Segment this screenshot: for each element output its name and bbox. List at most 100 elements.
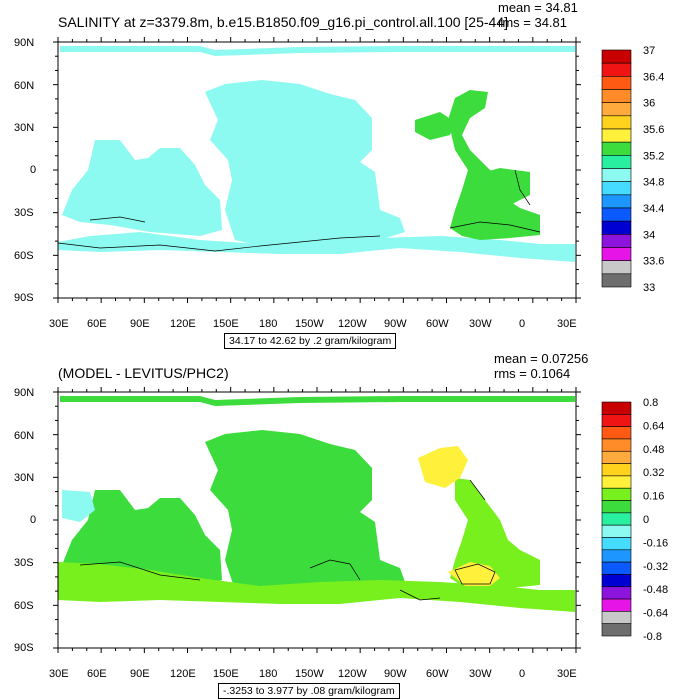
panel1-legend-swatch xyxy=(601,273,632,288)
panel2-arctic-strip xyxy=(60,396,575,406)
panel2-legend-swatch xyxy=(601,549,632,563)
panel2-contour-line xyxy=(454,563,496,585)
panel2-contour-line xyxy=(469,479,486,501)
panel1-legend-label: 34.4 xyxy=(643,203,664,215)
panel2-atlantic-yellow-north xyxy=(418,446,468,488)
panel1-legend-label: 35.2 xyxy=(643,150,664,162)
panel2-legend-label: 0.8 xyxy=(643,397,658,409)
panel1-lat-label-90n: 90N xyxy=(14,37,35,49)
panel1-legend-label: 33 xyxy=(643,282,655,294)
panel2-lat-label-30n: 30N xyxy=(14,472,35,484)
panel2-lon-label: 120E xyxy=(170,668,196,680)
panel2-legend-swatch xyxy=(601,561,632,575)
panel2-ocean-field xyxy=(58,396,575,612)
panel2-lon-label: 150W xyxy=(295,668,324,680)
panel2-lat-label-0: 0 xyxy=(30,514,37,526)
panel1-mean: mean = 34.81 xyxy=(498,0,578,15)
panel2-contour-line xyxy=(309,559,361,581)
panel2-legend-swatch xyxy=(601,512,632,526)
panel2-indian-region xyxy=(62,490,222,586)
panel1-legend-label: 36.4 xyxy=(643,71,664,83)
panel1-legend-swatch xyxy=(601,115,632,130)
panel2-lat-label-90n: 90N xyxy=(14,387,35,399)
panel2-lon-label: 60E xyxy=(87,668,107,680)
panel2-rms: rms = 0.1064 xyxy=(494,366,571,381)
panel2-legend-label: -0.32 xyxy=(643,561,668,573)
panel2-atlantic-region xyxy=(450,478,540,590)
panel1-legend-swatch xyxy=(601,155,632,169)
panel1-lon-label: 0 xyxy=(519,318,526,330)
panel1-atlantic-south xyxy=(470,168,530,210)
panel1-legend-swatch xyxy=(601,168,632,182)
panel1-ocean-field xyxy=(58,46,575,262)
panel1-legend-swatch xyxy=(601,102,632,117)
panel2-lon-label: 30E xyxy=(49,668,69,680)
panel1-legend-label: 34.8 xyxy=(643,177,664,189)
panel2-legend-swatch xyxy=(601,623,632,637)
panel2-contour-line xyxy=(399,589,441,601)
panel1-contour-line xyxy=(57,235,381,252)
panel1-lon-label: 60E xyxy=(87,318,107,330)
panel2-legend-label: -0.48 xyxy=(643,584,668,596)
panel2-lon-label: 30W xyxy=(469,668,492,680)
panel1-legend-swatch xyxy=(601,207,632,222)
panel1-legend-label: 33.6 xyxy=(643,256,664,268)
panel1-lat-label-30s: 30S xyxy=(14,207,34,219)
panel1-legend-swatch xyxy=(601,89,632,103)
panel1-lon-label: 90E xyxy=(130,318,150,330)
panel1-legend-swatch xyxy=(601,181,632,196)
panel2-range-box: -.3253 to 3.977 by .08 gram/kilogram xyxy=(218,683,400,699)
panel2-legend-swatch xyxy=(601,586,632,600)
panel2-west-indian-region xyxy=(62,490,95,522)
panel1-legend-label: 34 xyxy=(643,229,655,241)
panel1-southern-band xyxy=(58,232,575,262)
panel1-contour-line xyxy=(449,221,541,233)
panel1-legend-swatch xyxy=(601,128,632,143)
panel1-legend-swatch xyxy=(601,220,632,235)
panel2-legend-swatch xyxy=(601,524,632,538)
panel2-legend-swatch xyxy=(601,574,632,588)
panel2-legend-label: -0.8 xyxy=(643,631,662,643)
panel1-legend-swatch xyxy=(601,234,632,248)
panel1-title: SALINITY at z=3379.8m, b.e15.B1850.f09_g… xyxy=(58,14,508,30)
panel1-contours xyxy=(57,169,541,252)
panel2-legend-swatch xyxy=(601,463,632,477)
panel1-legend-label: 36 xyxy=(643,98,655,110)
panel1-lon-label: 30W xyxy=(469,318,492,330)
panel2-map xyxy=(58,396,575,612)
panel2-lon-label: 150E xyxy=(213,668,239,680)
panel1-map xyxy=(57,46,575,262)
panel2-legend-swatch xyxy=(601,487,632,501)
panel2-lon-label: 90E xyxy=(130,668,150,680)
panel1-lat-label-60n: 60N xyxy=(14,80,35,92)
panel2-legend-label: 0 xyxy=(643,514,649,526)
panel2-legend-swatch xyxy=(601,475,632,489)
panel1-lon-label: 120W xyxy=(338,318,367,330)
panel1-lon-label: 150E xyxy=(213,318,239,330)
panel2-title: (MODEL - LEVITUS/PHC2) xyxy=(58,365,229,381)
panel1-rms: rms = 34.81 xyxy=(498,15,568,30)
panel2-legend-label: 0.32 xyxy=(643,467,664,479)
panel1-lon-label: 30E xyxy=(557,318,577,330)
panel2-map-frame xyxy=(57,391,577,649)
panel1-pacific-region xyxy=(205,80,405,248)
panel2-legend-label: 0.48 xyxy=(643,444,664,456)
panel2-lon-label: 120W xyxy=(338,668,367,680)
panel1-range-box: 34.17 to 42.62 by .2 gram/kilogram xyxy=(224,333,397,349)
panel1-lon-label: 180 xyxy=(259,318,278,330)
panel2-pacific-region xyxy=(205,430,405,598)
panel1-lon-label: 60W xyxy=(426,318,449,330)
panel1-lon-label: 30E xyxy=(49,318,69,330)
panel2-lat-label-30s: 30S xyxy=(14,557,34,569)
panel1-contour-line xyxy=(514,169,531,206)
panel2-lon-label: 30E xyxy=(557,668,577,680)
panel1-north-indian-region xyxy=(110,155,140,196)
panel2-legend-label: 0.64 xyxy=(643,420,664,432)
panel2-legend-label: -0.64 xyxy=(643,608,668,620)
panel2-lon-label: 90W xyxy=(384,668,407,680)
panel1-lat-label-90s: 90S xyxy=(14,292,34,304)
panel1-lat-label-0: 0 xyxy=(30,164,37,176)
panel2-legend-label: -0.16 xyxy=(643,537,668,549)
panel2-legend-swatch xyxy=(601,438,632,452)
